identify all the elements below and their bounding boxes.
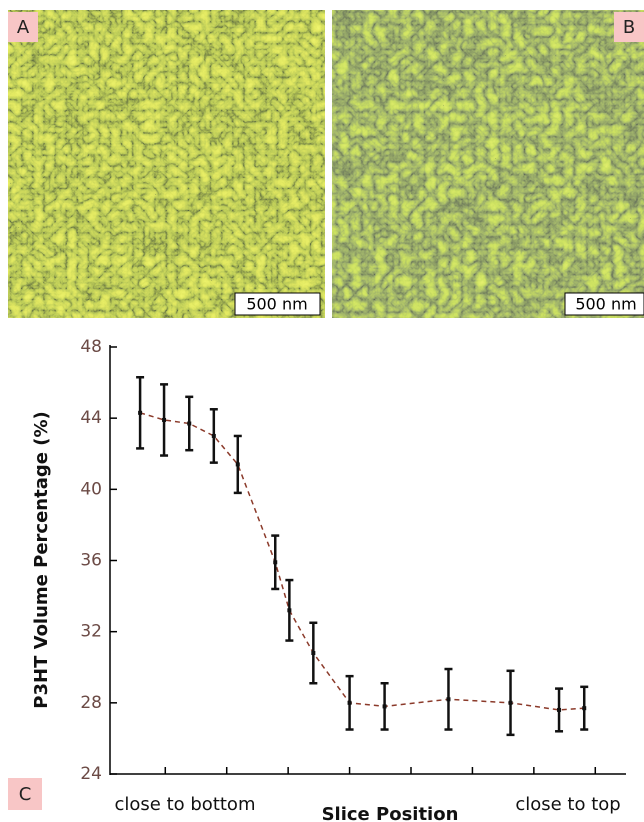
y-tick-label: 28 [80,693,102,713]
data-point [508,700,513,705]
data-line [139,412,585,711]
panel-label: C [19,784,32,805]
annotation: close to bottom [115,794,256,815]
y-tick-label: 36 [80,551,102,571]
afm-image-b [332,10,644,318]
scale-bar: 500 nm [246,295,307,314]
scale-bar-box [234,292,321,316]
data-point [311,651,316,656]
y-axis-label: P3HT Volume Percentage (%) [31,411,52,708]
data-point [273,560,278,565]
data-point [446,697,451,702]
y-tick-label: 24 [80,764,102,784]
panel-label: B [623,17,635,38]
panel-label-box [614,12,644,42]
y-tick-label: 48 [80,337,102,357]
y-tick-label: 44 [80,408,102,428]
data-point [162,417,167,422]
y-tick-label: 40 [80,479,102,499]
annotation: close to top [515,794,620,815]
data-point [287,608,292,613]
panel-label-box [8,12,38,42]
data-point [557,707,562,712]
data-point [211,433,216,438]
data-point [582,706,587,711]
panel-label-box [8,778,42,810]
data-point [382,704,387,709]
data-point [235,462,240,467]
scale-bar: 500 nm [575,295,636,314]
data-point [347,700,352,705]
panel-label: A [17,17,30,38]
scale-bar-box [564,292,644,316]
data-point [187,421,192,426]
y-tick-label: 32 [80,622,102,642]
x-axis-label: Slice Position [322,804,459,822]
data-point [138,410,143,415]
afm-image-a [8,10,325,318]
